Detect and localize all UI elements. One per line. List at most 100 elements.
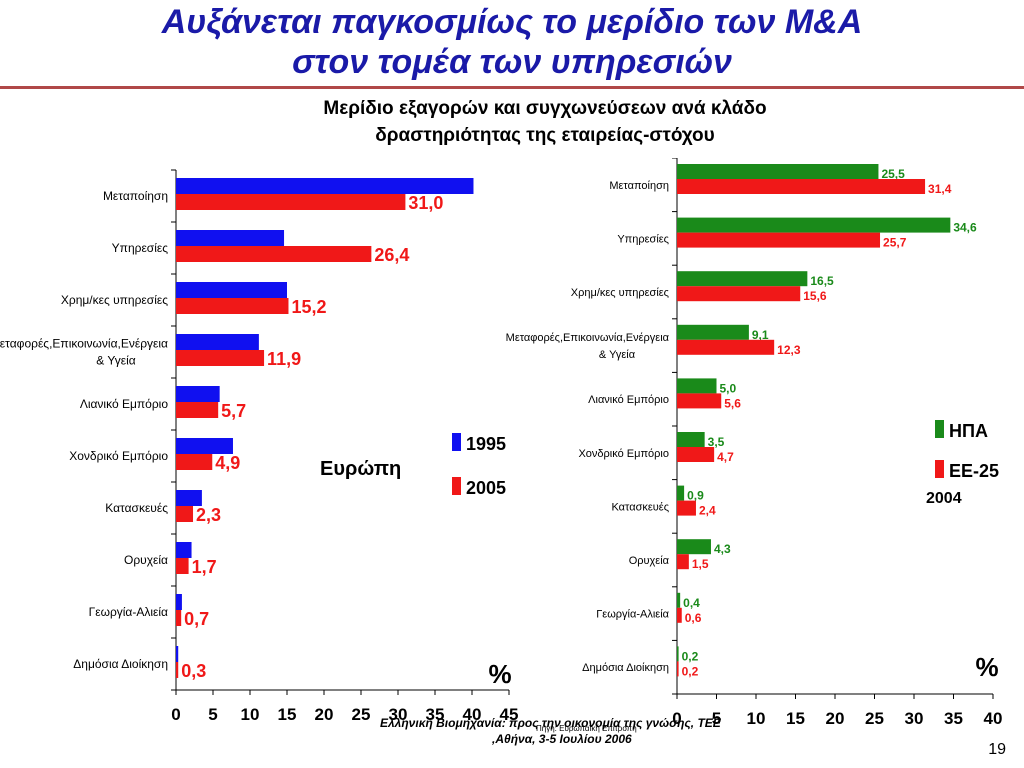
data-label: 0,9 (687, 489, 704, 503)
data-label: 2,3 (196, 505, 221, 525)
year-label: 2004 (926, 490, 962, 507)
data-label: 26,4 (374, 245, 409, 265)
bar-second-series (677, 447, 715, 462)
bar-second-series (677, 286, 801, 302)
data-label: 5,0 (720, 381, 737, 395)
category-label: Μεταποίηση (609, 180, 669, 192)
data-label: 0,2 (682, 664, 699, 678)
footer-location-date: ,Αθήνα, 3-5 Ιουλίου 2006 (492, 732, 632, 746)
x-tick-label: 25 (865, 709, 884, 728)
bar-second-series (176, 246, 372, 262)
x-tick-label: 10 (241, 705, 260, 724)
bar-second-series (176, 662, 179, 678)
bar-first-series (677, 164, 879, 179)
x-tick-label: 20 (315, 705, 334, 724)
x-tick-label: 30 (389, 705, 408, 724)
data-label: 31,4 (928, 182, 952, 196)
bar-first-series (677, 432, 705, 447)
x-tick-label: 25 (352, 705, 371, 724)
bar-first-series (176, 386, 220, 402)
legend-swatch (935, 460, 944, 478)
page-number: 19 (988, 741, 1006, 758)
x-tick-label: 40 (463, 705, 482, 724)
bar-first-series (677, 539, 711, 555)
bar-second-series (677, 554, 689, 570)
x-tick-label: 30 (905, 709, 924, 728)
data-label: 1,5 (692, 557, 709, 571)
category-label: Δημόσια Διοίκηση (582, 662, 669, 674)
bar-second-series (677, 661, 679, 677)
bar-first-series (677, 217, 951, 233)
bar-second-series (176, 506, 194, 522)
unit-label: % (488, 659, 511, 689)
bar-second-series (677, 607, 682, 623)
legend-label: 1995 (466, 434, 506, 454)
x-tick-label: 40 (984, 709, 1003, 728)
bar-first-series (176, 178, 474, 194)
data-label: 11,9 (267, 349, 301, 369)
category-label: Χρημ/κες υπηρεσίες (61, 293, 168, 307)
category-label: Ορυχεία (124, 553, 168, 567)
data-label: 4,3 (714, 542, 731, 556)
us-eu25-bar-chart: Μεταποίηση 25,5 31,4 Υπηρεσίες 34,6 25,7 Χρημ/… (506, 158, 1003, 728)
chart-subtitle-line2: δραστηριότητας της εταιρείας-στόχου (375, 125, 715, 146)
category-label: Δημόσια Διοίκηση (73, 657, 168, 671)
legend-swatch (452, 477, 461, 495)
data-label: 9,1 (752, 328, 769, 342)
data-label: 25,5 (881, 167, 905, 181)
bar-second-series (176, 558, 189, 574)
bar-first-series (176, 594, 182, 610)
category-label: Χονδρικό Εμπόριο (578, 448, 669, 460)
x-tick-label: 15 (786, 709, 805, 728)
data-label: 0,4 (683, 596, 700, 610)
category-label: Γεωργία-Αλιεία (89, 605, 168, 619)
x-tick-label: 0 (672, 709, 681, 728)
page-title-line2: στον τομέα των υπηρεσιών (292, 43, 732, 81)
data-label: 2,4 (699, 504, 716, 518)
data-label: 34,6 (953, 221, 977, 235)
bar-first-series (176, 230, 285, 246)
bar-second-series (677, 339, 775, 355)
x-tick-label: 20 (826, 709, 845, 728)
category-label: Μεταφορές,Επικοινωνία,Ενέργεια (506, 332, 670, 344)
bar-second-series (677, 232, 881, 248)
data-label: 0,3 (181, 661, 206, 681)
x-tick-label: 35 (944, 709, 963, 728)
data-label: 4,9 (215, 453, 240, 473)
bar-first-series (176, 646, 179, 662)
bar-first-series (176, 438, 233, 454)
bar-first-series (677, 646, 679, 662)
category-label: Κατασκευές (105, 501, 168, 515)
bar-first-series (677, 271, 808, 287)
legend-label: ΗΠΑ (949, 421, 988, 441)
data-label: 0,2 (682, 649, 699, 663)
category-label: Μεταφορές,Επικοινωνία,Ενέργεια (0, 337, 168, 351)
legend-label: ΕΕ-25 (949, 461, 999, 481)
bar-second-series (176, 454, 213, 470)
bar-first-series (677, 592, 681, 608)
title-divider (0, 86, 1024, 89)
bar-first-series (176, 282, 287, 298)
bar-first-series (677, 485, 685, 501)
bar-first-series (677, 378, 717, 394)
data-label: 0,7 (184, 609, 209, 629)
data-label: 1,7 (192, 557, 217, 577)
category-label: & Υγεία (96, 354, 136, 368)
category-label: Γεωργία-Αλιεία (596, 609, 669, 621)
legend-label: 2005 (466, 478, 506, 498)
category-label: Χονδρικό Εμπόριο (69, 449, 168, 463)
category-label: Κατασκευές (611, 501, 669, 513)
page-title-line1: Αυξάνεται παγκοσμίως το μερίδιο των Μ&Α (161, 3, 863, 41)
category-label: Λιανικό Εμπόριο (80, 397, 169, 411)
x-tick-label: 45 (500, 705, 519, 724)
bar-second-series (176, 350, 265, 366)
x-tick-label: 35 (426, 705, 445, 724)
bar-first-series (176, 490, 202, 506)
europe-bar-chart: Μεταποίηση 31,0 Υπηρεσίες 26,4 Χρημ/κες υπηρ… (0, 169, 519, 724)
category-label: Υπηρεσίες (617, 233, 669, 245)
x-tick-label: 5 (712, 709, 721, 728)
legend-swatch (452, 433, 461, 451)
data-label: 4,7 (717, 450, 734, 464)
x-tick-label: 10 (747, 709, 766, 728)
data-label: 5,7 (221, 401, 246, 421)
